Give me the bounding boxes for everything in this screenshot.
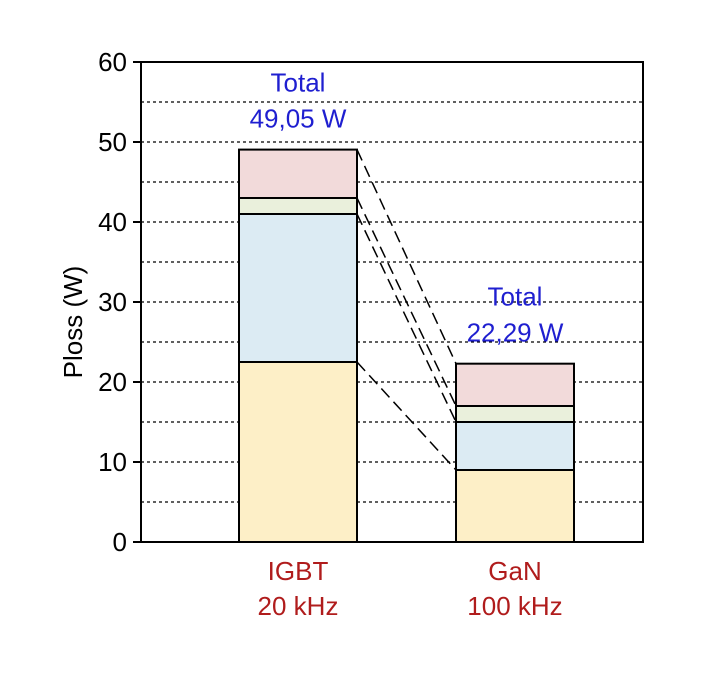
y-tick-label: 30 [98, 287, 127, 317]
bar-segment [238, 213, 358, 363]
x-axis-labels: IGBT 20 kHz GaN 100 kHz [258, 556, 563, 621]
category-label: GaN [488, 556, 541, 586]
bar-segment [238, 361, 358, 543]
y-tick-label: 20 [98, 367, 127, 397]
y-tick-label: 10 [98, 447, 127, 477]
category-sublabel: 20 kHz [258, 591, 339, 621]
connector-line [356, 213, 457, 423]
bar-segment [455, 362, 575, 407]
total-title: Total [271, 68, 326, 98]
y-axis-label: Ploss (W) [58, 266, 88, 379]
category-label: IGBT [268, 556, 329, 586]
y-tick-label: 40 [98, 207, 127, 237]
total-annotations: Total 49,05 W Total 22,29 W [250, 68, 564, 348]
bar-segment [238, 148, 358, 200]
y-tick-label: 60 [98, 47, 127, 77]
connector-line [356, 361, 457, 471]
bar-segment [455, 469, 575, 543]
bar-segment [455, 421, 575, 471]
bar-segment [455, 405, 575, 423]
bar-segment [238, 197, 358, 215]
connector-lines [356, 149, 457, 471]
total-value: 22,29 W [467, 318, 564, 348]
bar-stacks [238, 148, 575, 543]
y-tick-label: 50 [98, 127, 127, 157]
connector-line [356, 149, 457, 364]
y-tick-label: 0 [113, 527, 127, 557]
connector-line [356, 197, 457, 407]
total-title: Total [488, 282, 543, 312]
total-value: 49,05 W [250, 104, 347, 134]
y-axis-ticks: 0 10 20 30 40 50 60 [98, 47, 141, 557]
category-sublabel: 100 kHz [467, 591, 562, 621]
